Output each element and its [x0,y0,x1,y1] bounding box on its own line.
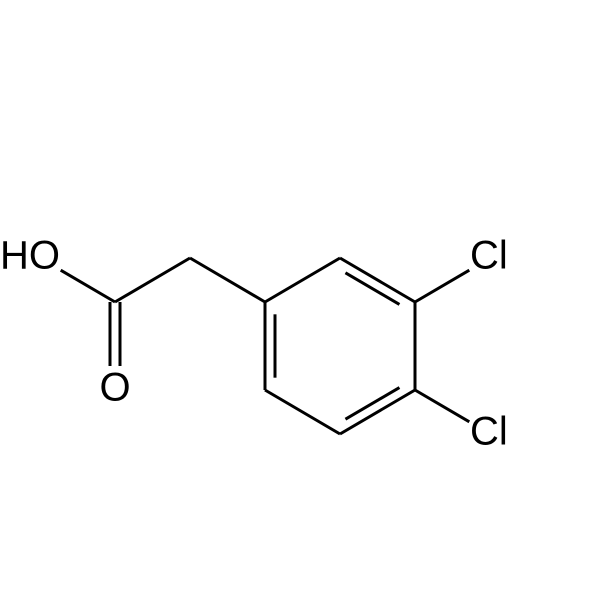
atom-label-O1: HO [0,234,60,278]
atom-label-Cl2: Cl [470,410,508,454]
bond [265,258,340,302]
bond [61,270,115,302]
bond [190,258,265,302]
bond [115,258,190,302]
bond [340,390,415,434]
atom-label-O2: O [99,366,130,410]
bond [265,390,340,434]
molecule-diagram: HO O Cl Cl [0,0,600,600]
bond [340,258,415,302]
atom-label-Cl1: Cl [470,234,508,278]
bond [415,270,469,302]
bond [415,390,469,422]
